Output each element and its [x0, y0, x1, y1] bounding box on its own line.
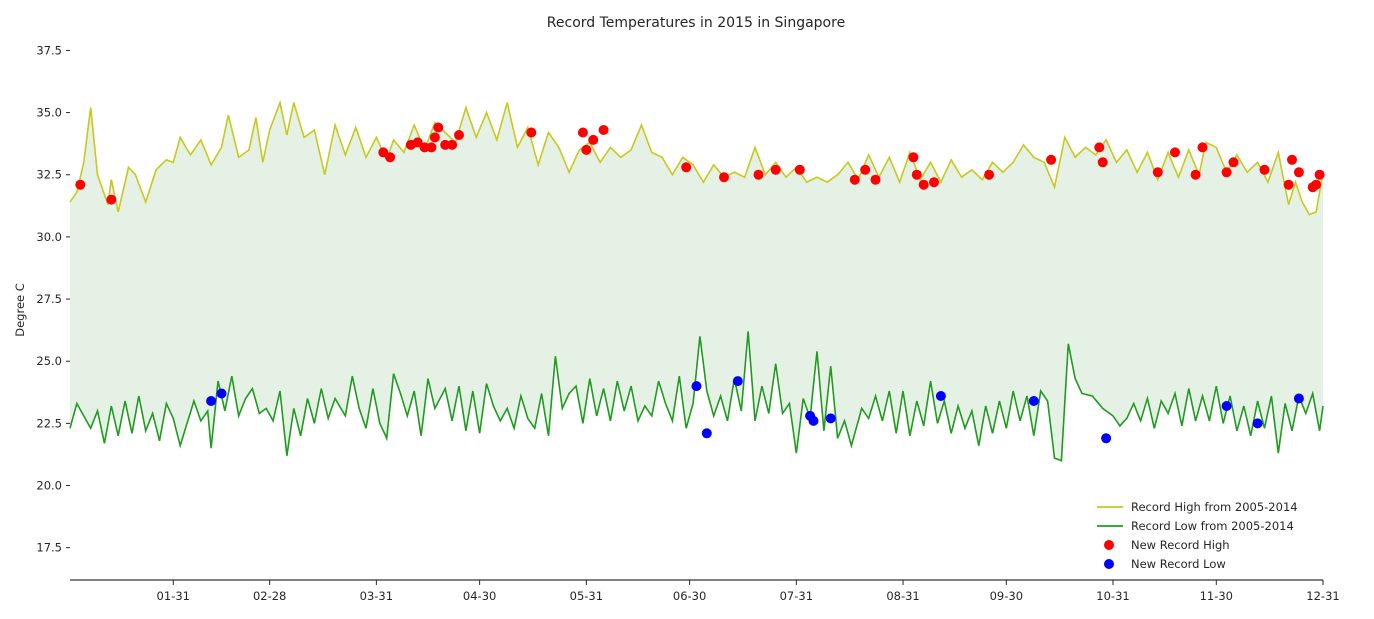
new-record-high-point: [433, 122, 444, 133]
new-record-low-point: [1252, 418, 1263, 429]
new-record-high-point: [1259, 164, 1270, 175]
new-record-high-point: [770, 164, 781, 175]
new-record-high-point: [1046, 154, 1057, 165]
new-record-low-point: [1101, 433, 1112, 444]
new-record-high-point: [870, 174, 881, 185]
y-tick-label: 22.5: [36, 416, 62, 430]
plot-area: [69, 99, 1325, 462]
y-tick-label: 37.5: [36, 43, 62, 57]
new-record-low-point: [1028, 396, 1039, 406]
record-low-line: [69, 331, 1324, 462]
new-record-high-point: [1314, 169, 1325, 180]
x-tick-label: 01-31: [157, 589, 190, 603]
new-record-high-point: [681, 162, 692, 173]
record-high-line: [69, 99, 1324, 216]
new-record-low-point: [701, 428, 712, 439]
new-record-high-point: [860, 164, 871, 175]
new-record-low-point: [216, 388, 227, 399]
y-tick-label: 20.0: [36, 479, 62, 493]
new-record-high-point: [1283, 179, 1294, 190]
new-record-high-point: [849, 174, 860, 185]
new-record-high-point: [1170, 147, 1180, 158]
legend: Record High from 2005-2014 Record Low fr…: [1097, 500, 1298, 571]
new-record-low-point: [691, 381, 702, 392]
new-record-low-point: [1293, 393, 1304, 404]
x-tick-label: 08-31: [886, 589, 919, 603]
new-record-high-point: [412, 137, 423, 148]
new-record-low-point: [808, 415, 819, 426]
legend-low-label: Record Low from 2005-2014: [1131, 519, 1294, 533]
new-record-high-point: [447, 139, 458, 150]
legend-high-label: Record High from 2005-2014: [1131, 500, 1298, 514]
new-record-high-point: [75, 179, 86, 190]
new-record-high-point: [1228, 157, 1239, 168]
legend-new-high-label: New Record High: [1131, 538, 1230, 552]
legend-new-high-marker: [1104, 540, 1114, 550]
x-tick-label: 07-31: [780, 589, 813, 603]
y-axis-label: Degree C: [13, 283, 27, 337]
new-record-high-point: [1287, 154, 1297, 165]
new-record-low-point: [1221, 401, 1232, 411]
x-tick-label: 09-30: [990, 589, 1023, 603]
legend-new-low-label: New Record Low: [1131, 557, 1226, 571]
new-record-high-point: [429, 132, 440, 143]
x-tick-label: 12-31: [1306, 589, 1339, 603]
x-tick-label: 04-30: [463, 589, 496, 603]
new-record-high-point: [440, 139, 451, 150]
new-record-high-point: [908, 152, 919, 163]
legend-new-low-marker: [1104, 559, 1114, 569]
new-record-high-point: [1094, 142, 1105, 153]
y-axis-ticks: 17.5 20.0 22.5 25.0 27.5 30.0 32.5 35.0 37.5: [36, 43, 70, 555]
new-record-high-point: [454, 130, 464, 140]
new-record-high-point: [598, 125, 609, 135]
new-record-low-point: [935, 391, 946, 401]
y-tick-label: 32.5: [36, 168, 62, 182]
new-record-high-point: [753, 169, 764, 180]
new-record-high-point: [385, 152, 396, 163]
new-record-high-point: [1152, 167, 1163, 178]
y-tick-label: 35.0: [36, 106, 62, 120]
new-record-low-point: [732, 376, 743, 387]
new-record-low-points: [206, 376, 1304, 444]
new-record-high-point: [1197, 142, 1208, 153]
x-tick-label: 02-28: [253, 589, 286, 603]
y-tick-label: 30.0: [36, 230, 62, 244]
new-record-high-point: [581, 144, 592, 155]
new-record-high-point: [984, 169, 995, 180]
new-record-high-point: [106, 194, 117, 205]
new-record-high-point: [911, 169, 922, 180]
new-record-high-point: [918, 179, 929, 190]
new-record-high-point: [526, 127, 537, 138]
fill-between-band: [70, 102, 1323, 461]
y-tick-label: 25.0: [36, 354, 62, 368]
new-record-high-point: [1190, 169, 1201, 180]
new-record-high-point: [426, 142, 437, 153]
new-record-high-point: [794, 164, 805, 175]
new-record-high-point: [1097, 157, 1108, 168]
x-tick-label: 06-30: [673, 589, 706, 603]
new-record-high-point: [929, 177, 939, 188]
new-record-high-point: [1311, 179, 1322, 190]
y-tick-label: 17.5: [36, 541, 62, 555]
new-record-high-point: [577, 127, 588, 138]
new-record-high-point: [1221, 167, 1232, 178]
x-tick-label: 05-31: [570, 589, 603, 603]
y-tick-label: 27.5: [36, 292, 62, 306]
x-tick-label: 03-31: [360, 589, 393, 603]
x-axis-ticks: 01-31 02-28 03-31 04-30 05-31 06-30 07-31 08-31…: [157, 580, 1340, 603]
new-record-high-point: [1293, 167, 1304, 178]
new-record-high-point: [719, 172, 729, 183]
chart-title: Record Temperatures in 2015 in Singapore: [547, 15, 845, 31]
new-record-high-point: [588, 134, 599, 145]
new-record-low-point: [206, 396, 217, 406]
x-tick-label: 11-30: [1200, 589, 1233, 603]
new-record-high-points: [75, 122, 1325, 205]
x-tick-label: 10-31: [1096, 589, 1129, 603]
new-record-low-point: [825, 413, 836, 424]
